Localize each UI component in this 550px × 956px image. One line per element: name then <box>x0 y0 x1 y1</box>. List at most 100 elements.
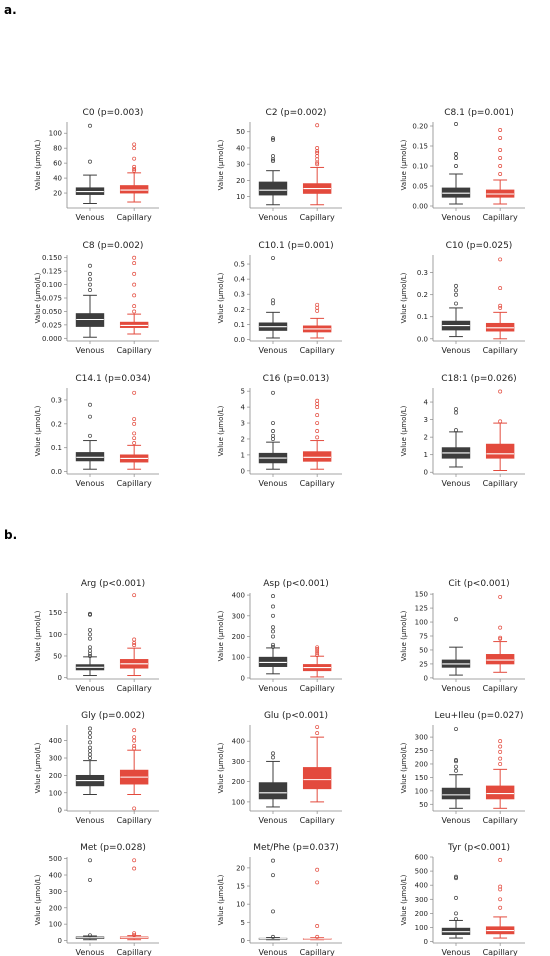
outlier-point <box>88 645 92 650</box>
y-tick-label: 50 <box>236 128 245 136</box>
y-tick-label: 200 <box>49 904 62 912</box>
outlier-point <box>454 164 458 168</box>
outlier-point <box>315 647 320 651</box>
chart-title: C10.1 (p=0.001) <box>258 241 333 251</box>
outlier-point <box>498 419 503 424</box>
chart-2: C8.1 (p=0.001) 0.00 0.05 0.10 0.15 0.20 Value … <box>400 108 525 222</box>
outlier-point <box>271 644 275 649</box>
x-tick-label: Capillary <box>483 346 518 355</box>
y-axis-title: Value (μmol/L) <box>217 610 225 661</box>
y-tick-label: 0 <box>424 469 428 477</box>
iqr-box <box>258 782 288 800</box>
y-tick-label: 0.150 <box>42 254 62 262</box>
outlier-point <box>271 437 275 441</box>
outlier-point <box>498 635 503 640</box>
x-tick-label: Venous <box>76 816 105 825</box>
y-tick-label: 30 <box>236 161 245 169</box>
outlier-point <box>498 128 503 132</box>
box-capillary <box>119 593 149 677</box>
outlier-point <box>271 390 275 395</box>
outlier-point <box>315 867 320 872</box>
y-axis-title: Value (μmol/L) <box>34 874 42 925</box>
outlier-point <box>454 407 458 412</box>
x-tick-label: Capillary <box>300 479 335 488</box>
outlier-point <box>498 305 503 310</box>
x-tick-label: Venous <box>76 479 105 488</box>
outlier-point <box>454 917 458 921</box>
y-tick-label: 40 <box>53 175 62 183</box>
y-tick-label: 50 <box>53 652 62 660</box>
y-tick-label: 50 <box>419 801 428 809</box>
outlier-point <box>271 158 275 163</box>
chart-title: Glu (p<0.001) <box>264 711 328 721</box>
chart-0: C0 (p=0.003) 20 40 60 80 100 Value (μmol/L) Ven… <box>34 108 159 222</box>
panel-label-b: b. <box>4 528 17 542</box>
y-tick-label: 25 <box>419 660 428 668</box>
chart-title: Met/Phe (p=0.037) <box>253 843 338 853</box>
y-tick-label: 1 <box>424 451 428 459</box>
y-tick-label: 0.4 <box>234 276 246 284</box>
chart-11: Cit (p<0.001) 0 25 50 75 100 125 150 Value (μmol… <box>400 579 525 693</box>
outlier-point <box>498 636 503 641</box>
box-capillary <box>485 739 515 809</box>
chart-3: C8 (p=0.002) 0.000 0.025 0.050 0.075 0.100 0.1… <box>34 241 159 355</box>
box-venous <box>441 283 471 338</box>
y-tick-label: 400 <box>232 738 245 746</box>
y-tick-label: 40 <box>236 144 245 152</box>
x-tick-label: Venous <box>259 213 288 222</box>
outlier-point <box>132 743 137 748</box>
y-tick-label: 0.100 <box>42 281 62 289</box>
iqr-box <box>485 322 515 332</box>
y-tick-label: 300 <box>232 758 245 766</box>
x-tick-label: Venous <box>76 684 105 693</box>
y-tick-label: 400 <box>49 872 62 880</box>
y-axis-title: Value (μmol/L) <box>400 742 408 793</box>
outlier-point <box>271 934 275 939</box>
box-venous <box>258 256 288 339</box>
y-axis-title: Value (μmol/L) <box>34 405 42 456</box>
outlier-point <box>315 731 320 736</box>
outlier-point <box>315 157 320 162</box>
x-tick-label: Venous <box>259 684 288 693</box>
outlier-point <box>315 725 320 729</box>
outlier-point <box>315 435 320 440</box>
box-capillary <box>485 389 515 471</box>
outlier-point <box>271 421 275 425</box>
y-tick-label: 0 <box>58 674 62 682</box>
y-tick-label: 0.0 <box>417 335 428 343</box>
outlier-point <box>271 634 275 639</box>
chart-12: Gly (p=0.002) 0 100 200 300 400 Value (μmol/L)… <box>34 711 159 825</box>
x-tick-label: Capillary <box>300 684 335 693</box>
outlier-point <box>454 428 458 433</box>
outlier-point <box>454 764 458 769</box>
y-tick-label: 60 <box>53 160 62 168</box>
outlier-point <box>88 627 92 632</box>
outlier-point <box>271 873 275 878</box>
outlier-point <box>88 123 92 128</box>
x-tick-label: Capillary <box>483 684 518 693</box>
outlier-point <box>132 746 137 751</box>
box-capillary <box>119 390 149 470</box>
outlier-point <box>271 751 275 756</box>
y-tick-label: 2 <box>241 435 245 443</box>
chart-title: Cit (p<0.001) <box>448 579 509 589</box>
outlier-point <box>88 749 92 754</box>
chart-9: Arg (p<0.001) 0 50 100 150 Value (μmol/L) Veno… <box>34 579 159 693</box>
x-tick-label: Capillary <box>300 816 335 825</box>
y-tick-label: 4 <box>424 399 429 407</box>
y-tick-label: 300 <box>49 888 62 896</box>
box-capillary <box>485 257 515 340</box>
outlier-point <box>132 309 137 314</box>
y-tick-label: 0.15 <box>412 143 428 151</box>
outlier-point <box>498 164 503 168</box>
outlier-point <box>498 756 503 761</box>
x-tick-label: Venous <box>442 213 471 222</box>
outlier-point <box>498 594 503 599</box>
outlier-point <box>271 604 275 609</box>
y-tick-label: 200 <box>415 760 428 768</box>
outlier-point <box>454 301 458 306</box>
chart-title: C2 (p=0.002) <box>266 108 327 118</box>
chart-title: C16 (p=0.013) <box>263 374 330 384</box>
outlier-point <box>315 401 320 406</box>
